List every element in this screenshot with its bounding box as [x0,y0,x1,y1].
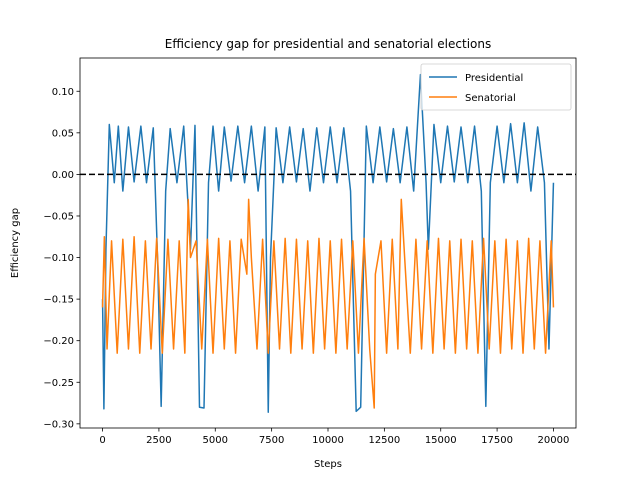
legend-label-presidential: Presidential [465,73,523,84]
y-tick-label: −0.10 [43,253,74,264]
chart-title: Efficiency gap for presidential and sena… [165,37,491,51]
x-tick-label: 10000 [312,435,344,446]
y-axis-label: Efficiency gap [10,208,21,278]
x-tick-label: 7500 [259,435,284,446]
y-tick-label: −0.25 [43,378,74,389]
y-tick-label: −0.05 [43,211,74,222]
x-axis: 0 2500 5000 7500 10000 12500 15000 17500 20000 [99,428,569,446]
y-tick-label: 0.10 [52,87,74,98]
series-line-senatorial [101,198,555,409]
x-tick-label: 2500 [146,435,171,446]
y-tick-label: 0.00 [52,170,74,181]
x-tick-label: 5000 [203,435,228,446]
series-line-presidential [101,73,555,413]
x-axis-label: Steps [314,459,342,470]
x-tick-label: 20000 [538,435,570,446]
x-tick-label: 15000 [425,435,457,446]
y-tick-label: −0.15 [43,295,74,306]
x-tick-label: 12500 [368,435,400,446]
y-tick-label: −0.20 [43,336,74,347]
y-axis: 0.10 0.05 0.00 −0.05 −0.10 −0.15 −0.20 −0.25 −0.… [43,87,80,430]
y-tick-label: 0.05 [52,128,74,139]
legend-box [420,63,572,111]
y-tick-label: −0.30 [43,419,74,430]
x-tick-label: 17500 [481,435,513,446]
legend: Presidential Senatorial [420,63,572,111]
plot-area [80,73,576,413]
legend-label-senatorial: Senatorial [465,93,516,104]
x-tick-label: 0 [99,435,105,446]
